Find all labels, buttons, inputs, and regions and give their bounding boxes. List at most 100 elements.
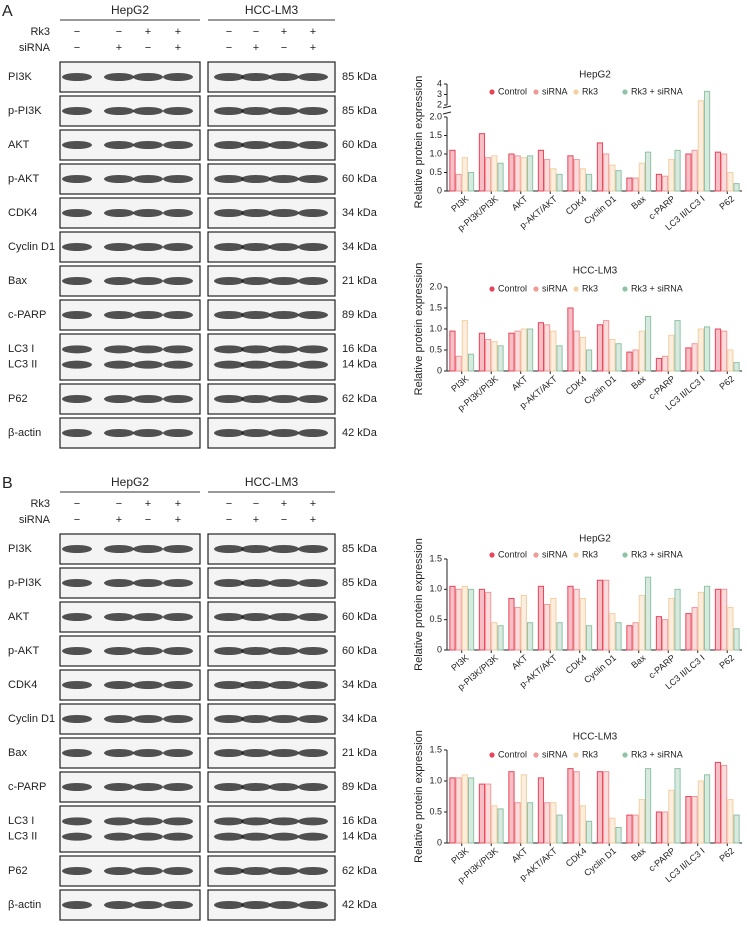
bar [609, 817, 616, 844]
blot-band [133, 715, 163, 723]
blot-band [214, 311, 244, 319]
blot-band [104, 783, 134, 791]
legend-label: siRNA [542, 749, 568, 759]
blot-band [298, 141, 328, 149]
blot-band [104, 395, 134, 403]
blot-band [104, 73, 134, 81]
blot-band [241, 817, 271, 826]
bar [449, 330, 456, 372]
bar [491, 622, 498, 651]
blot-band [298, 613, 328, 621]
legend-label: Control [498, 749, 527, 759]
kda-label: 85 kDa [342, 105, 378, 117]
kda-label: 34 kDa [342, 207, 378, 219]
bar [714, 588, 722, 651]
blot-band [104, 579, 134, 587]
y-tick-label: 2.0 [429, 281, 442, 291]
kda-label: 16 kDa [342, 343, 378, 355]
legend-marker [622, 89, 628, 95]
bar [491, 341, 498, 372]
x-tick-label: PI3K [449, 846, 470, 866]
bar [514, 155, 521, 192]
blot-band [298, 429, 328, 437]
protein-label: PI3K [8, 71, 33, 83]
blot-box [207, 805, 336, 853]
treatment-sign: + [310, 42, 316, 54]
bar [691, 343, 698, 372]
blot-band [104, 715, 134, 723]
bar [727, 799, 734, 844]
bar [727, 349, 734, 372]
protein-label: β-actin [8, 899, 41, 911]
bar [632, 622, 639, 651]
bar [727, 172, 734, 192]
bar [556, 622, 563, 651]
blot-band [269, 545, 299, 553]
bar [455, 355, 462, 372]
blot-band [269, 345, 299, 354]
blot-band [163, 783, 193, 791]
blot-band [269, 749, 299, 757]
bar [455, 777, 462, 844]
treatment-sign: + [281, 26, 287, 38]
blot-band [214, 901, 244, 909]
treatment-sign: + [175, 26, 181, 38]
bar [703, 90, 711, 192]
blot-band [163, 175, 193, 183]
blot-band [163, 749, 193, 757]
bar [596, 324, 604, 372]
protein-label: β-actin [8, 427, 41, 439]
kda-label: 42 kDa [342, 899, 378, 911]
blot-band [133, 749, 163, 757]
bar [638, 594, 645, 651]
blot-band [104, 277, 134, 285]
legend-marker [533, 752, 539, 758]
blot-band [104, 749, 134, 757]
x-tick-label: CDK4 [564, 653, 589, 676]
kda-label: 34 kDa [342, 679, 378, 691]
blot-band [214, 209, 244, 217]
bar [478, 783, 486, 844]
legend-marker [489, 752, 495, 758]
blot-band [62, 141, 92, 149]
bar [514, 607, 521, 651]
treatment-sign: − [226, 514, 232, 526]
y-tick-label: 1.5 [429, 553, 442, 563]
blot-band [62, 360, 92, 369]
y-tick-label: 1.0 [429, 148, 442, 158]
x-tick-label: P62 [717, 846, 736, 864]
legend-label: Rk3 + siRNA [631, 283, 683, 293]
blot-band [214, 429, 244, 437]
blot-band [269, 715, 299, 723]
bar [573, 159, 580, 192]
x-tick-label: Cyclin D1 [582, 194, 618, 226]
blot-band [163, 395, 193, 403]
y-axis-label: Relative protein expression [413, 76, 425, 209]
bar [478, 133, 486, 192]
kda-label: 21 kDa [342, 275, 378, 287]
bar [461, 774, 468, 844]
blot-band [104, 360, 134, 369]
bar [714, 761, 722, 844]
legend-marker [489, 286, 495, 292]
blot-band [104, 175, 134, 183]
bar [685, 796, 692, 844]
bar [585, 625, 593, 651]
bar [467, 777, 475, 844]
bar [537, 777, 545, 844]
blot-band [163, 429, 193, 437]
bar [691, 607, 698, 651]
legend-marker [573, 752, 579, 758]
bar [626, 177, 633, 192]
y-axis-label: Relative protein expression [413, 263, 425, 396]
y-tick-label: 3 [437, 89, 442, 99]
bar [508, 332, 515, 372]
bar [491, 155, 498, 192]
cell-line-label: HCC-LM3 [245, 475, 299, 489]
bar [733, 814, 740, 844]
blot-band [133, 141, 163, 149]
bar [721, 330, 728, 372]
treatment-sign: − [226, 26, 232, 38]
blot-band [269, 360, 299, 369]
blot-band [163, 613, 193, 621]
